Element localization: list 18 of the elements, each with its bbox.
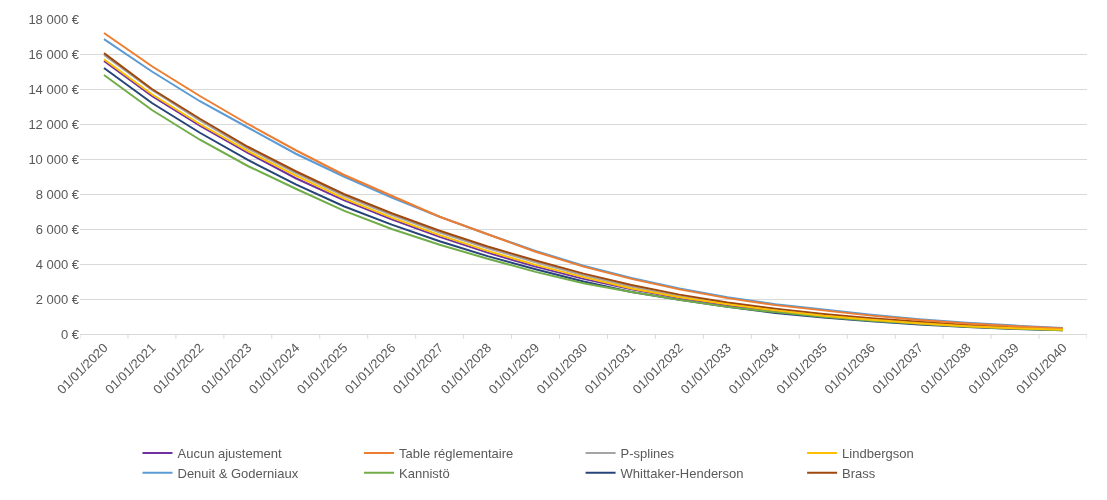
y-tick-label: 18 000 € bbox=[28, 11, 80, 27]
legend-label: Brass bbox=[842, 465, 876, 481]
y-tick-label: 2 000 € bbox=[35, 291, 80, 307]
legend-label: Lindbergson bbox=[842, 445, 914, 461]
y-tick-label: 16 000 € bbox=[28, 46, 80, 62]
legend-label: Aucun ajustement bbox=[177, 445, 282, 461]
legend-label: Kannistö bbox=[399, 465, 450, 481]
y-tick-label: 14 000 € bbox=[28, 81, 80, 97]
y-tick-label: 6 000 € bbox=[35, 221, 80, 237]
y-tick-label: 12 000 € bbox=[28, 116, 80, 132]
legend-label: Whittaker-Henderson bbox=[620, 465, 744, 481]
y-tick-label: 10 000 € bbox=[28, 151, 80, 167]
legend-label: P-splines bbox=[620, 445, 675, 461]
legend-label: Denuit & Goderniaux bbox=[177, 465, 299, 481]
legend-label: Table réglementaire bbox=[399, 445, 514, 461]
y-tick-label: 4 000 € bbox=[35, 256, 80, 272]
y-tick-label: 0 € bbox=[60, 326, 80, 342]
y-tick-label: 8 000 € bbox=[35, 186, 80, 202]
